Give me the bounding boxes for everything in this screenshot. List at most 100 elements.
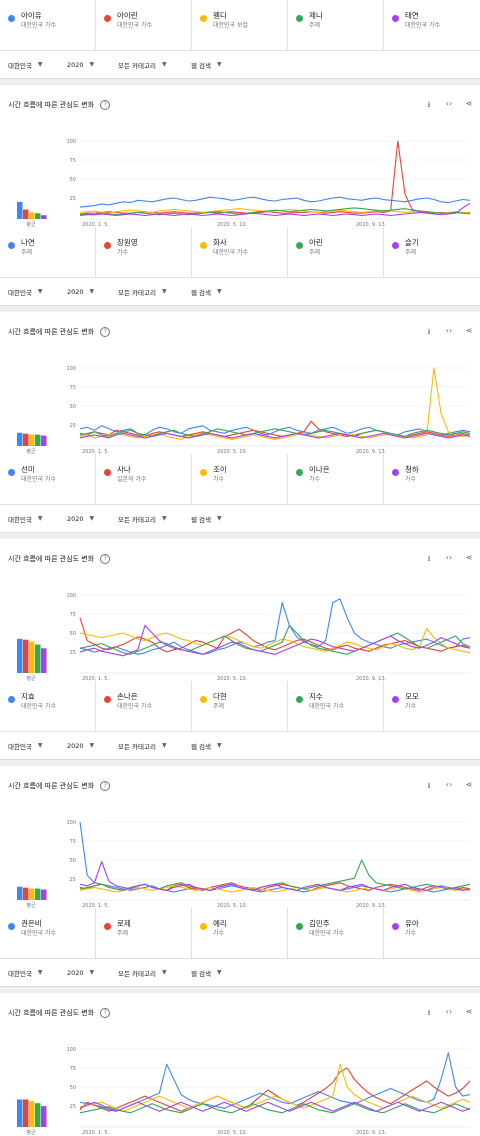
term-text: 슬기 주제 [405,237,419,277]
year-filter[interactable]: 2020 ▼ [67,969,94,977]
average-bar [35,888,41,900]
term-text: 모모 가수 [405,691,419,731]
term-chip[interactable]: 예리 가수 [192,908,288,958]
download-icon[interactable]: ⭳ [427,327,431,336]
year-filter-label: 2020 [67,968,84,977]
help-icon[interactable]: ? [100,327,111,337]
x-tick-label: 2020. 1. 5. [82,676,109,682]
average-label: 평균 [26,448,36,455]
search-type-filter[interactable]: 웹 검색 ▼ [191,968,222,978]
term-chip[interactable]: 슬기 주제 [384,227,480,277]
category-filter[interactable]: 모든 카테고리 ▼ [118,968,167,978]
category-filter[interactable]: 모든 카테고리 ▼ [118,514,167,524]
term-text: 장원영 가수 [117,237,138,277]
search-type-filter[interactable]: 웹 검색 ▼ [191,60,222,70]
download-icon[interactable]: ⭳ [427,554,431,563]
series-dot-icon [104,242,111,249]
term-chip[interactable]: 모모 가수 [384,681,480,731]
interest-over-time-card: 시간 흐름에 따른 관심도 변화? ⭳ ‹› ⋖ 평균 100 75 50 25 2020. 1.… [0,93,480,230]
x-tick-label: 2020. 9. 13. [356,1130,387,1136]
category-filter[interactable]: 모든 카테고리 ▼ [118,60,167,70]
search-type-filter[interactable]: 웹 검색 ▼ [191,741,222,751]
term-chip[interactable]: 손나은 대한민국 가수 [96,681,192,731]
term-chip[interactable]: 김민주 대한민국 가수 [288,908,384,958]
search-type-filter[interactable]: 웹 검색 ▼ [191,514,222,524]
region-filter[interactable]: 대한민국 ▼ [8,514,43,524]
year-filter[interactable]: 2020 ▼ [67,742,94,750]
term-subtitle: 가수 [213,476,225,483]
term-chip[interactable]: 장원영 가수 [96,227,192,277]
share-icon[interactable]: ⋖ [465,553,473,562]
year-filter[interactable]: 2020 ▼ [67,515,94,523]
download-icon[interactable]: ⭳ [427,781,431,790]
share-icon[interactable]: ⋖ [465,1007,473,1016]
term-chip[interactable]: 화사 대한민국 가수 [192,227,288,277]
term-chip[interactable]: 나연 주제 [0,227,96,277]
term-chip[interactable]: 다현 주제 [192,681,288,731]
term-chip[interactable]: 로제 주제 [96,908,192,958]
series-line [79,617,471,653]
term-chip[interactable]: 아이유 대한민국 가수 [0,0,96,50]
term-chip[interactable]: 이나은 가수 [288,454,384,504]
average-bar [17,638,23,673]
term-subtitle: 가수 [405,476,417,483]
term-chip[interactable]: 지수 대한민국 가수 [288,681,384,731]
embed-icon[interactable]: ‹› [445,553,453,562]
section-divider [0,78,480,85]
term-chip[interactable]: 웬디 대한민국 보컬 [192,0,288,50]
category-filter-label: 모든 카테고리 [118,969,156,978]
category-filter[interactable]: 모든 카테고리 ▼ [118,741,167,751]
series-dot-icon [296,696,303,703]
term-group: 아이유 대한민국 가수 아이린 대한민국 가수 웬디 대한민국 보컬 제니 주제 태연 대한민국 … [0,0,480,85]
help-icon[interactable]: ? [100,781,111,791]
search-type-filter-label: 웹 검색 [191,969,212,978]
term-row: 권은비 대한민국 가수 로제 주제 예리 가수 김민주 대한민국 가수 유아 가수 [0,908,480,959]
series-line [79,196,471,208]
help-icon[interactable]: ? [100,100,111,110]
region-filter[interactable]: 대한민국 ▼ [8,60,43,70]
term-subtitle: 주제 [309,22,321,29]
embed-icon[interactable]: ‹› [445,780,453,789]
search-type-filter[interactable]: 웹 검색 ▼ [191,287,222,297]
region-filter[interactable]: 대한민국 ▼ [8,968,43,978]
year-filter[interactable]: 2020 ▼ [67,288,94,296]
average-bar [41,1106,47,1127]
term-chip[interactable]: 아린 주제 [288,227,384,277]
term-text: 아이린 대한민국 가수 [117,10,152,50]
term-text: 권은비 대한민국 가수 [21,918,56,958]
help-icon[interactable]: ? [100,1008,111,1018]
share-icon[interactable]: ⋖ [465,780,473,789]
embed-icon[interactable]: ‹› [445,326,453,335]
embed-icon[interactable]: ‹› [445,99,453,108]
series-dot-icon [8,923,15,930]
term-name: 청하 [405,465,419,474]
y-tick-label: 75 [70,612,76,618]
search-type-filter-label: 웹 검색 [191,61,212,70]
average-bar [29,212,35,219]
term-chip[interactable]: 태연 대한민국 가수 [384,0,480,50]
term-subtitle: 가수 [117,249,129,256]
term-chip[interactable]: 아이린 대한민국 가수 [96,0,192,50]
share-icon[interactable]: ⋖ [465,99,473,108]
term-subtitle: 대한민국 가수 [405,22,441,29]
share-icon[interactable]: ⋖ [465,326,473,335]
category-filter[interactable]: 모든 카테고리 ▼ [118,287,167,297]
term-chip[interactable]: 권은비 대한민국 가수 [0,908,96,958]
term-chip[interactable]: 유아 가수 [384,908,480,958]
year-filter[interactable]: 2020 ▼ [67,61,94,69]
series-dot-icon [8,15,15,22]
embed-icon[interactable]: ‹› [445,1007,453,1016]
download-icon[interactable]: ⭳ [427,1008,431,1017]
help-icon[interactable]: ? [100,554,111,564]
region-filter[interactable]: 대한민국 ▼ [8,287,43,297]
term-chip[interactable]: 제니 주제 [288,0,384,50]
download-icon[interactable]: ⭳ [427,100,431,109]
region-filter[interactable]: 대한민국 ▼ [8,741,43,751]
term-chip[interactable]: 지효 대한민국 가수 [0,681,96,731]
term-chip[interactable]: 사나 일본의 가수 [96,454,192,504]
term-name: 조이 [213,465,227,474]
term-chip[interactable]: 선미 대한민국 가수 [0,454,96,504]
